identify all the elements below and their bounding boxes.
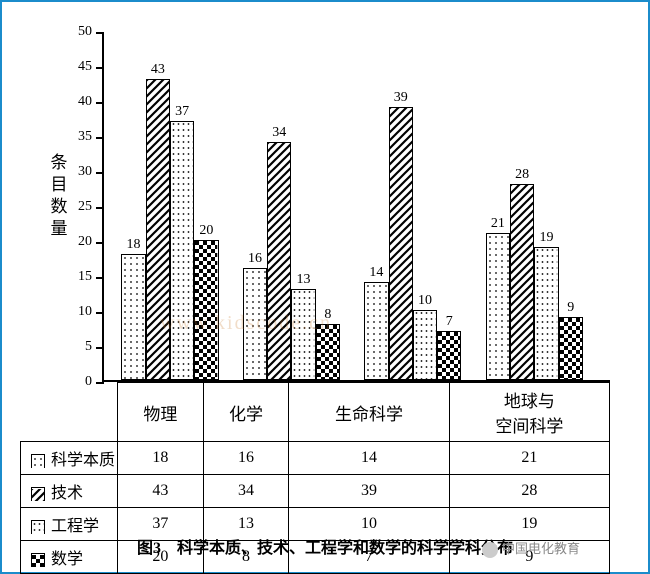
y-tick [96, 67, 104, 69]
bar: 13 [291, 289, 315, 380]
table-cell: 28 [449, 475, 609, 508]
y-tick-label: 25 [78, 199, 92, 215]
y-tick [96, 277, 104, 279]
table-cell: 34 [203, 475, 289, 508]
table-cell: 16 [203, 442, 289, 475]
y-tick-label: 40 [78, 94, 92, 110]
bar-value-label: 37 [175, 104, 189, 120]
series-name: 科学本质 [51, 452, 115, 469]
source-watermark: 中国电化教育 [482, 538, 580, 558]
y-tick-label: 20 [78, 234, 92, 250]
bar-group: 1439107 [357, 32, 478, 380]
y-tick-label: 5 [85, 339, 92, 355]
y-tick-label: 10 [78, 304, 92, 320]
bar: 7 [437, 331, 461, 380]
y-tick [96, 347, 104, 349]
table-cell: 43 [118, 475, 204, 508]
bar-value-label: 20 [199, 223, 213, 239]
chart-container: 条目数量 05101520253035404550184337201634138… [20, 22, 630, 562]
legend-swatch [31, 454, 45, 468]
y-tick-label: 35 [78, 129, 92, 145]
table-cell: 18 [118, 442, 204, 475]
y-tick-label: 50 [78, 24, 92, 40]
series-header: 科学本质 [21, 442, 118, 475]
category-header: 地球与空间科学 [449, 383, 609, 442]
wechat-icon [482, 542, 498, 558]
y-tick-label: 30 [78, 164, 92, 180]
table-cell: 21 [449, 442, 609, 475]
bar: 19 [534, 247, 558, 380]
bar-value-label: 43 [151, 62, 165, 78]
bar: 39 [389, 107, 413, 380]
y-tick [96, 242, 104, 244]
y-tick-label: 45 [78, 59, 92, 75]
series-name: 工程学 [51, 518, 99, 535]
bar-value-label: 10 [418, 293, 432, 309]
figure-frame: 条目数量 05101520253035404550184337201634138… [0, 0, 650, 574]
y-tick [96, 137, 104, 139]
y-tick [96, 207, 104, 209]
bar-value-label: 19 [539, 230, 553, 246]
category-header: 化学 [203, 383, 289, 442]
bar: 28 [510, 184, 534, 380]
bar-group: 18433720 [114, 32, 235, 380]
y-tick [96, 102, 104, 104]
bar: 20 [194, 240, 218, 380]
table-cell: 14 [289, 442, 449, 475]
bar-value-label: 34 [272, 125, 286, 141]
legend-swatch [31, 487, 45, 501]
y-axis-title: 条目数量 [50, 152, 68, 240]
bar: 8 [316, 324, 340, 380]
bar-group: 2128199 [478, 32, 599, 380]
bar-value-label: 18 [127, 237, 141, 253]
bar-value-label: 39 [394, 90, 408, 106]
series-name: 技术 [51, 485, 83, 502]
legend-swatch [31, 520, 45, 534]
y-tick [96, 32, 104, 34]
bar: 34 [267, 142, 291, 380]
bar-value-label: 9 [567, 300, 574, 316]
y-tick-label: 15 [78, 269, 92, 285]
watermark-text: 中国电化教育 [502, 541, 580, 556]
bar-value-label: 8 [324, 307, 331, 323]
bar-value-label: 16 [248, 251, 262, 267]
bar: 9 [559, 317, 583, 380]
bar-value-label: 13 [297, 272, 311, 288]
bar: 16 [243, 268, 267, 380]
bar-value-label: 14 [369, 265, 383, 281]
y-tick [96, 172, 104, 174]
bar: 43 [146, 79, 170, 380]
bar: 18 [121, 254, 145, 380]
bar-value-label: 28 [515, 167, 529, 183]
y-tick [96, 312, 104, 314]
table-cell: 39 [289, 475, 449, 508]
bar: 21 [486, 233, 510, 380]
bar-value-label: 21 [491, 216, 505, 232]
bar: 14 [364, 282, 388, 380]
bar-group: 1634138 [236, 32, 357, 380]
plot-area: 0510152025303540455018433720163413814391… [102, 32, 610, 382]
category-header: 生命科学 [289, 383, 449, 442]
category-header: 物理 [118, 383, 204, 442]
bar-value-label: 7 [446, 314, 453, 330]
series-header: 技术 [21, 475, 118, 508]
bar: 37 [170, 121, 194, 380]
bar: 10 [413, 310, 437, 380]
